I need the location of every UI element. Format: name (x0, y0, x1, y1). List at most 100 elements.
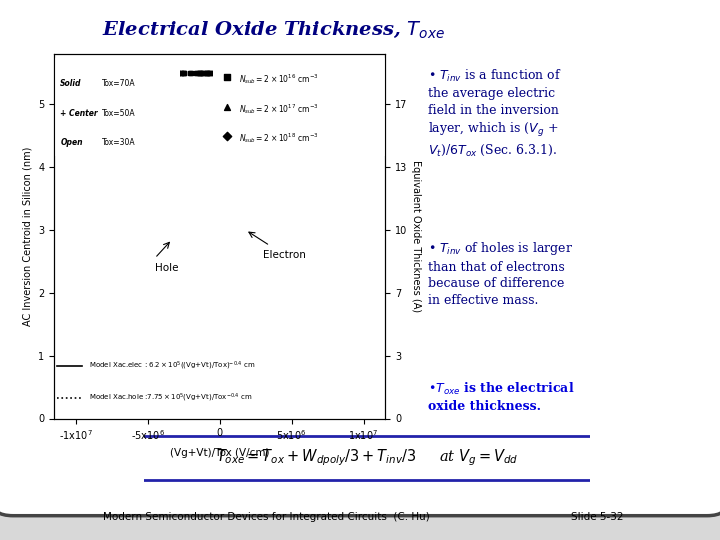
Point (237, 69, 248, 77)
Point (206, 69, 217, 77)
Point (179, 69, 190, 77)
Point (268, 69, 279, 77)
Point (204, 69, 215, 77)
Point (201, 69, 212, 77)
Point (340, 69, 351, 77)
Point (158, 69, 169, 77)
Text: Electron: Electron (263, 250, 306, 260)
Point (244, 69, 256, 77)
Point (246, 69, 258, 77)
Point (216, 100, 228, 109)
Point (172, 69, 184, 77)
Point (235, 69, 246, 77)
Point (185, 69, 197, 77)
Point (233, 69, 244, 77)
Point (218, 100, 230, 109)
Text: Hole: Hole (155, 263, 179, 273)
Point (275, 69, 287, 77)
Point (213, 100, 225, 109)
Point (149, 69, 161, 77)
Point (204, 69, 215, 77)
Point (270, 69, 282, 77)
FancyBboxPatch shape (142, 436, 593, 480)
Point (163, 69, 175, 77)
Point (315, 69, 327, 77)
Point (200, 69, 212, 77)
Point (126, 69, 138, 77)
Point (316, 69, 328, 77)
Point (197, 69, 208, 77)
Point (300, 69, 312, 77)
Text: • $T_{inv}$ is a function of
the average electric
field in the inversion
layer, : • $T_{inv}$ is a function of the average… (428, 68, 562, 158)
Text: Electrical Oxide Thickness, $\mathit{T}_{oxe}$: Electrical Oxide Thickness, $\mathit{T}_… (102, 19, 445, 40)
Text: Slide 5-32: Slide 5-32 (572, 512, 624, 522)
Text: Modern Semiconductor Devices for Integrated Circuits  (C. Hu): Modern Semiconductor Devices for Integra… (103, 512, 430, 522)
Point (240, 69, 252, 77)
Point (202, 69, 213, 77)
Point (120, 69, 131, 77)
Point (178, 69, 189, 77)
Point (303, 69, 315, 77)
Point (217, 100, 228, 109)
Point (225, 69, 237, 77)
Point (299, 69, 310, 77)
Point (102, 69, 113, 77)
Point (211, 100, 222, 109)
Point (139, 69, 150, 77)
Point (167, 69, 179, 77)
Point (114, 69, 125, 77)
Point (211, 100, 222, 109)
Point (214, 100, 225, 109)
Point (323, 69, 334, 77)
Point (197, 69, 209, 77)
Point (111, 69, 122, 77)
Point (150, 69, 162, 77)
Point (190, 69, 202, 77)
Point (193, 69, 204, 77)
Point (121, 69, 132, 77)
Point (96, 69, 107, 77)
Point (122, 69, 134, 77)
Point (282, 69, 293, 77)
Point (328, 69, 340, 77)
Point (282, 69, 294, 77)
Point (287, 69, 299, 77)
Y-axis label: Equivalent Oxide Thickness (A): Equivalent Oxide Thickness (A) (411, 160, 421, 312)
Point (76, 69, 88, 77)
Point (161, 69, 173, 77)
Point (222, 69, 233, 77)
Point (167, 69, 179, 77)
Point (208, 69, 220, 77)
Point (245, 69, 256, 77)
Point (227, 69, 238, 77)
Point (292, 69, 304, 77)
Point (211, 100, 222, 109)
Point (314, 69, 325, 77)
Text: • $T_{inv}$ of holes is larger
than that of electrons
because of difference
in e: • $T_{inv}$ of holes is larger than that… (428, 240, 574, 307)
Point (215, 100, 226, 109)
Point (238, 69, 249, 77)
Point (305, 69, 316, 77)
Text: •$T_{oxe}$ is the electrical
oxide thickness.: •$T_{oxe}$ is the electrical oxide thick… (428, 381, 575, 413)
Point (143, 69, 155, 77)
Point (169, 69, 181, 77)
Point (225, 69, 237, 77)
Point (213, 100, 225, 109)
Point (115, 69, 127, 77)
FancyBboxPatch shape (0, 0, 720, 516)
Point (178, 69, 189, 77)
Point (158, 69, 170, 77)
Point (194, 69, 206, 77)
Point (86, 69, 97, 77)
Y-axis label: AC Inversion Centroid in Silicon (nm): AC Inversion Centroid in Silicon (nm) (22, 146, 32, 326)
Point (218, 100, 230, 109)
Point (155, 69, 166, 77)
Point (191, 69, 202, 77)
Point (248, 69, 260, 77)
Point (173, 69, 184, 77)
Point (175, 69, 186, 77)
Point (247, 69, 258, 77)
Point (299, 69, 310, 77)
Point (167, 69, 179, 77)
Point (232, 69, 243, 77)
